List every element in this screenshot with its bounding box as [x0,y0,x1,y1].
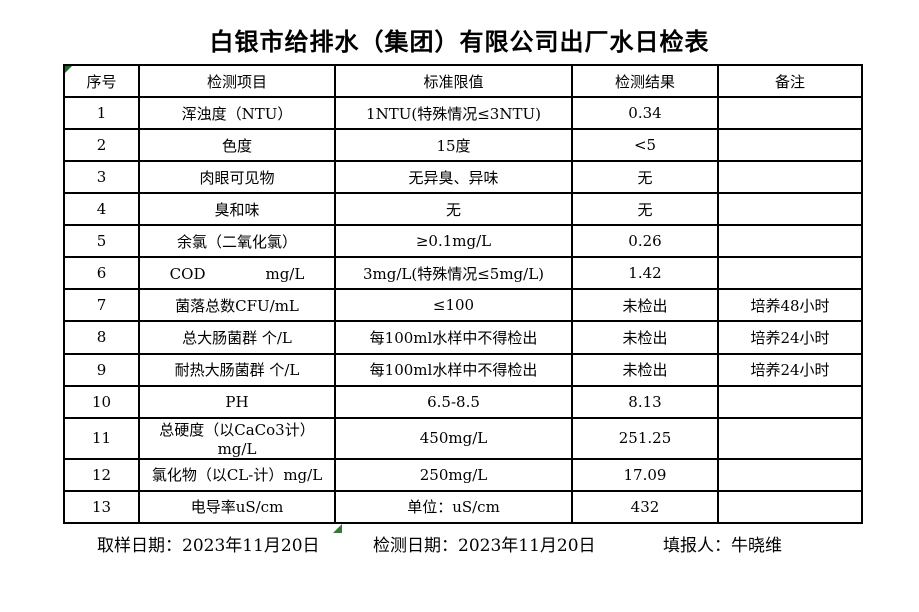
cell-result: 无 [571,160,719,195]
cell-no: 9 [63,352,140,387]
cell-result: 251.25 [571,416,719,460]
cell-limit: 250mg/L [334,457,573,492]
cell-limit: 无 [334,192,573,227]
cell-limit: 1NTU(特殊情况≤3NTU) [334,95,573,131]
table-row: 10 PH 6.5-8.5 8.13 [63,384,863,419]
cell-result: 8.13 [571,384,719,419]
cell-item: PH [138,384,336,419]
footer: 取样日期：2023年11月20日 检测日期：2023年11月20日 填报人：牛晓… [0,531,919,556]
cell-no: 2 [63,128,140,163]
table-row: 1 浑浊度（NTU） 1NTU(特殊情况≤3NTU) 0.34 [63,95,863,131]
cell-result: 未检出 [571,352,719,387]
cell-no: 7 [63,288,140,323]
cell-note [717,160,863,195]
cell-limit: 无异臭、异味 [334,160,573,195]
sampling-date: 取样日期：2023年11月20日 [97,536,320,556]
table-row: 13 电导率uS/cm 单位：uS/cm 432 [63,489,863,525]
cell-no: 12 [63,457,140,492]
cell-no: 10 [63,384,140,419]
table-body: 1 浑浊度（NTU） 1NTU(特殊情况≤3NTU) 0.34 2 色度 15度… [63,95,863,525]
cell-limit: 3mg/L(特殊情况≤5mg/L) [334,256,573,291]
cell-note: 培养48小时 [717,288,863,323]
water-inspection-table: 序号 检测项目 标准限值 检测结果 备注 1 浑浊度（NTU） 1NTU(特殊情… [63,64,863,525]
cell-limit: 每100ml水样中不得检出 [334,352,573,387]
table-row: 7 菌落总数CFU/mL ≤100 未检出 培养48小时 [63,288,863,323]
header-cell-limit: 标准限值 [334,64,573,98]
table-row: 3 肉眼可见物 无异臭、异味 无 [63,160,863,195]
cell-no: 5 [63,224,140,259]
header-cell-no: 序号 [63,64,140,98]
cell-note [717,457,863,492]
table-row: 8 总大肠菌群 个/L 每100ml水样中不得检出 未检出 培养24小时 [63,320,863,355]
cell-result: 1.42 [571,256,719,291]
reporter: 填报人：牛晓维 [663,536,782,556]
cell-limit: 6.5-8.5 [334,384,573,419]
cell-note [717,224,863,259]
cell-no: 6 [63,256,140,291]
table-row: 4 臭和味 无 无 [63,192,863,227]
test-date: 检测日期：2023年11月20日 [373,536,596,556]
cell-result: 17.09 [571,457,719,492]
table-row: 2 色度 15度 <5 [63,128,863,163]
cell-note [717,95,863,131]
header-cell-item: 检测项目 [138,64,336,98]
cell-item: 菌落总数CFU/mL [138,288,336,323]
cell-result: 未检出 [571,288,719,323]
cell-note [717,489,863,525]
cell-result: 0.26 [571,224,719,259]
cell-note [717,256,863,291]
cell-limit: 每100ml水样中不得检出 [334,320,573,355]
page-title: 白银市给排水（集团）有限公司出厂水日检表 [209,27,710,56]
green-triangle-flag-icon [333,524,342,533]
cell-item: 电导率uS/cm [138,489,336,525]
cell-item: 色度 [138,128,336,163]
table-row: 5 余氯（二氧化氯） ≥0.1mg/L 0.26 [63,224,863,259]
cell-result: 432 [571,489,719,525]
cell-item: 肉眼可见物 [138,160,336,195]
cell-item: COD mg/L [138,256,336,291]
table-row: 11 总硬度（以CaCo3计）mg/L 450mg/L 251.25 [63,416,863,460]
table-header-row: 序号 检测项目 标准限值 检测结果 备注 [63,64,863,98]
cell-result: <5 [571,128,719,163]
cell-result: 0.34 [571,95,719,131]
table-row: 9 耐热大肠菌群 个/L 每100ml水样中不得检出 未检出 培养24小时 [63,352,863,387]
cell-limit: 15度 [334,128,573,163]
cell-item: 余氯（二氧化氯） [138,224,336,259]
header-cell-note: 备注 [717,64,863,98]
cell-item: 总大肠菌群 个/L [138,320,336,355]
cell-no: 11 [63,416,140,460]
cell-note [717,416,863,460]
cell-note: 培养24小时 [717,320,863,355]
table-row: 12 氯化物（以CL-计）mg/L 250mg/L 17.09 [63,457,863,492]
cell-item: 总硬度（以CaCo3计）mg/L [138,416,336,460]
cell-note [717,128,863,163]
cell-limit: ≤100 [334,288,573,323]
cell-no: 3 [63,160,140,195]
cell-item: 浑浊度（NTU） [138,95,336,131]
cell-limit: 450mg/L [334,416,573,460]
cell-item: 氯化物（以CL-计）mg/L [138,457,336,492]
cell-result: 无 [571,192,719,227]
cell-limit: ≥0.1mg/L [334,224,573,259]
cell-item: 臭和味 [138,192,336,227]
table-row: 6 COD mg/L 3mg/L(特殊情况≤5mg/L) 1.42 [63,256,863,291]
cell-no: 13 [63,489,140,525]
cell-result: 未检出 [571,320,719,355]
cell-item: 耐热大肠菌群 个/L [138,352,336,387]
cell-no: 4 [63,192,140,227]
cell-note: 培养24小时 [717,352,863,387]
header-cell-result: 检测结果 [571,64,719,98]
green-corner-flag-icon [65,66,72,73]
cell-note [717,192,863,227]
cell-no: 1 [63,95,140,131]
cell-limit: 单位：uS/cm [334,489,573,525]
cell-no: 8 [63,320,140,355]
cell-note [717,384,863,419]
